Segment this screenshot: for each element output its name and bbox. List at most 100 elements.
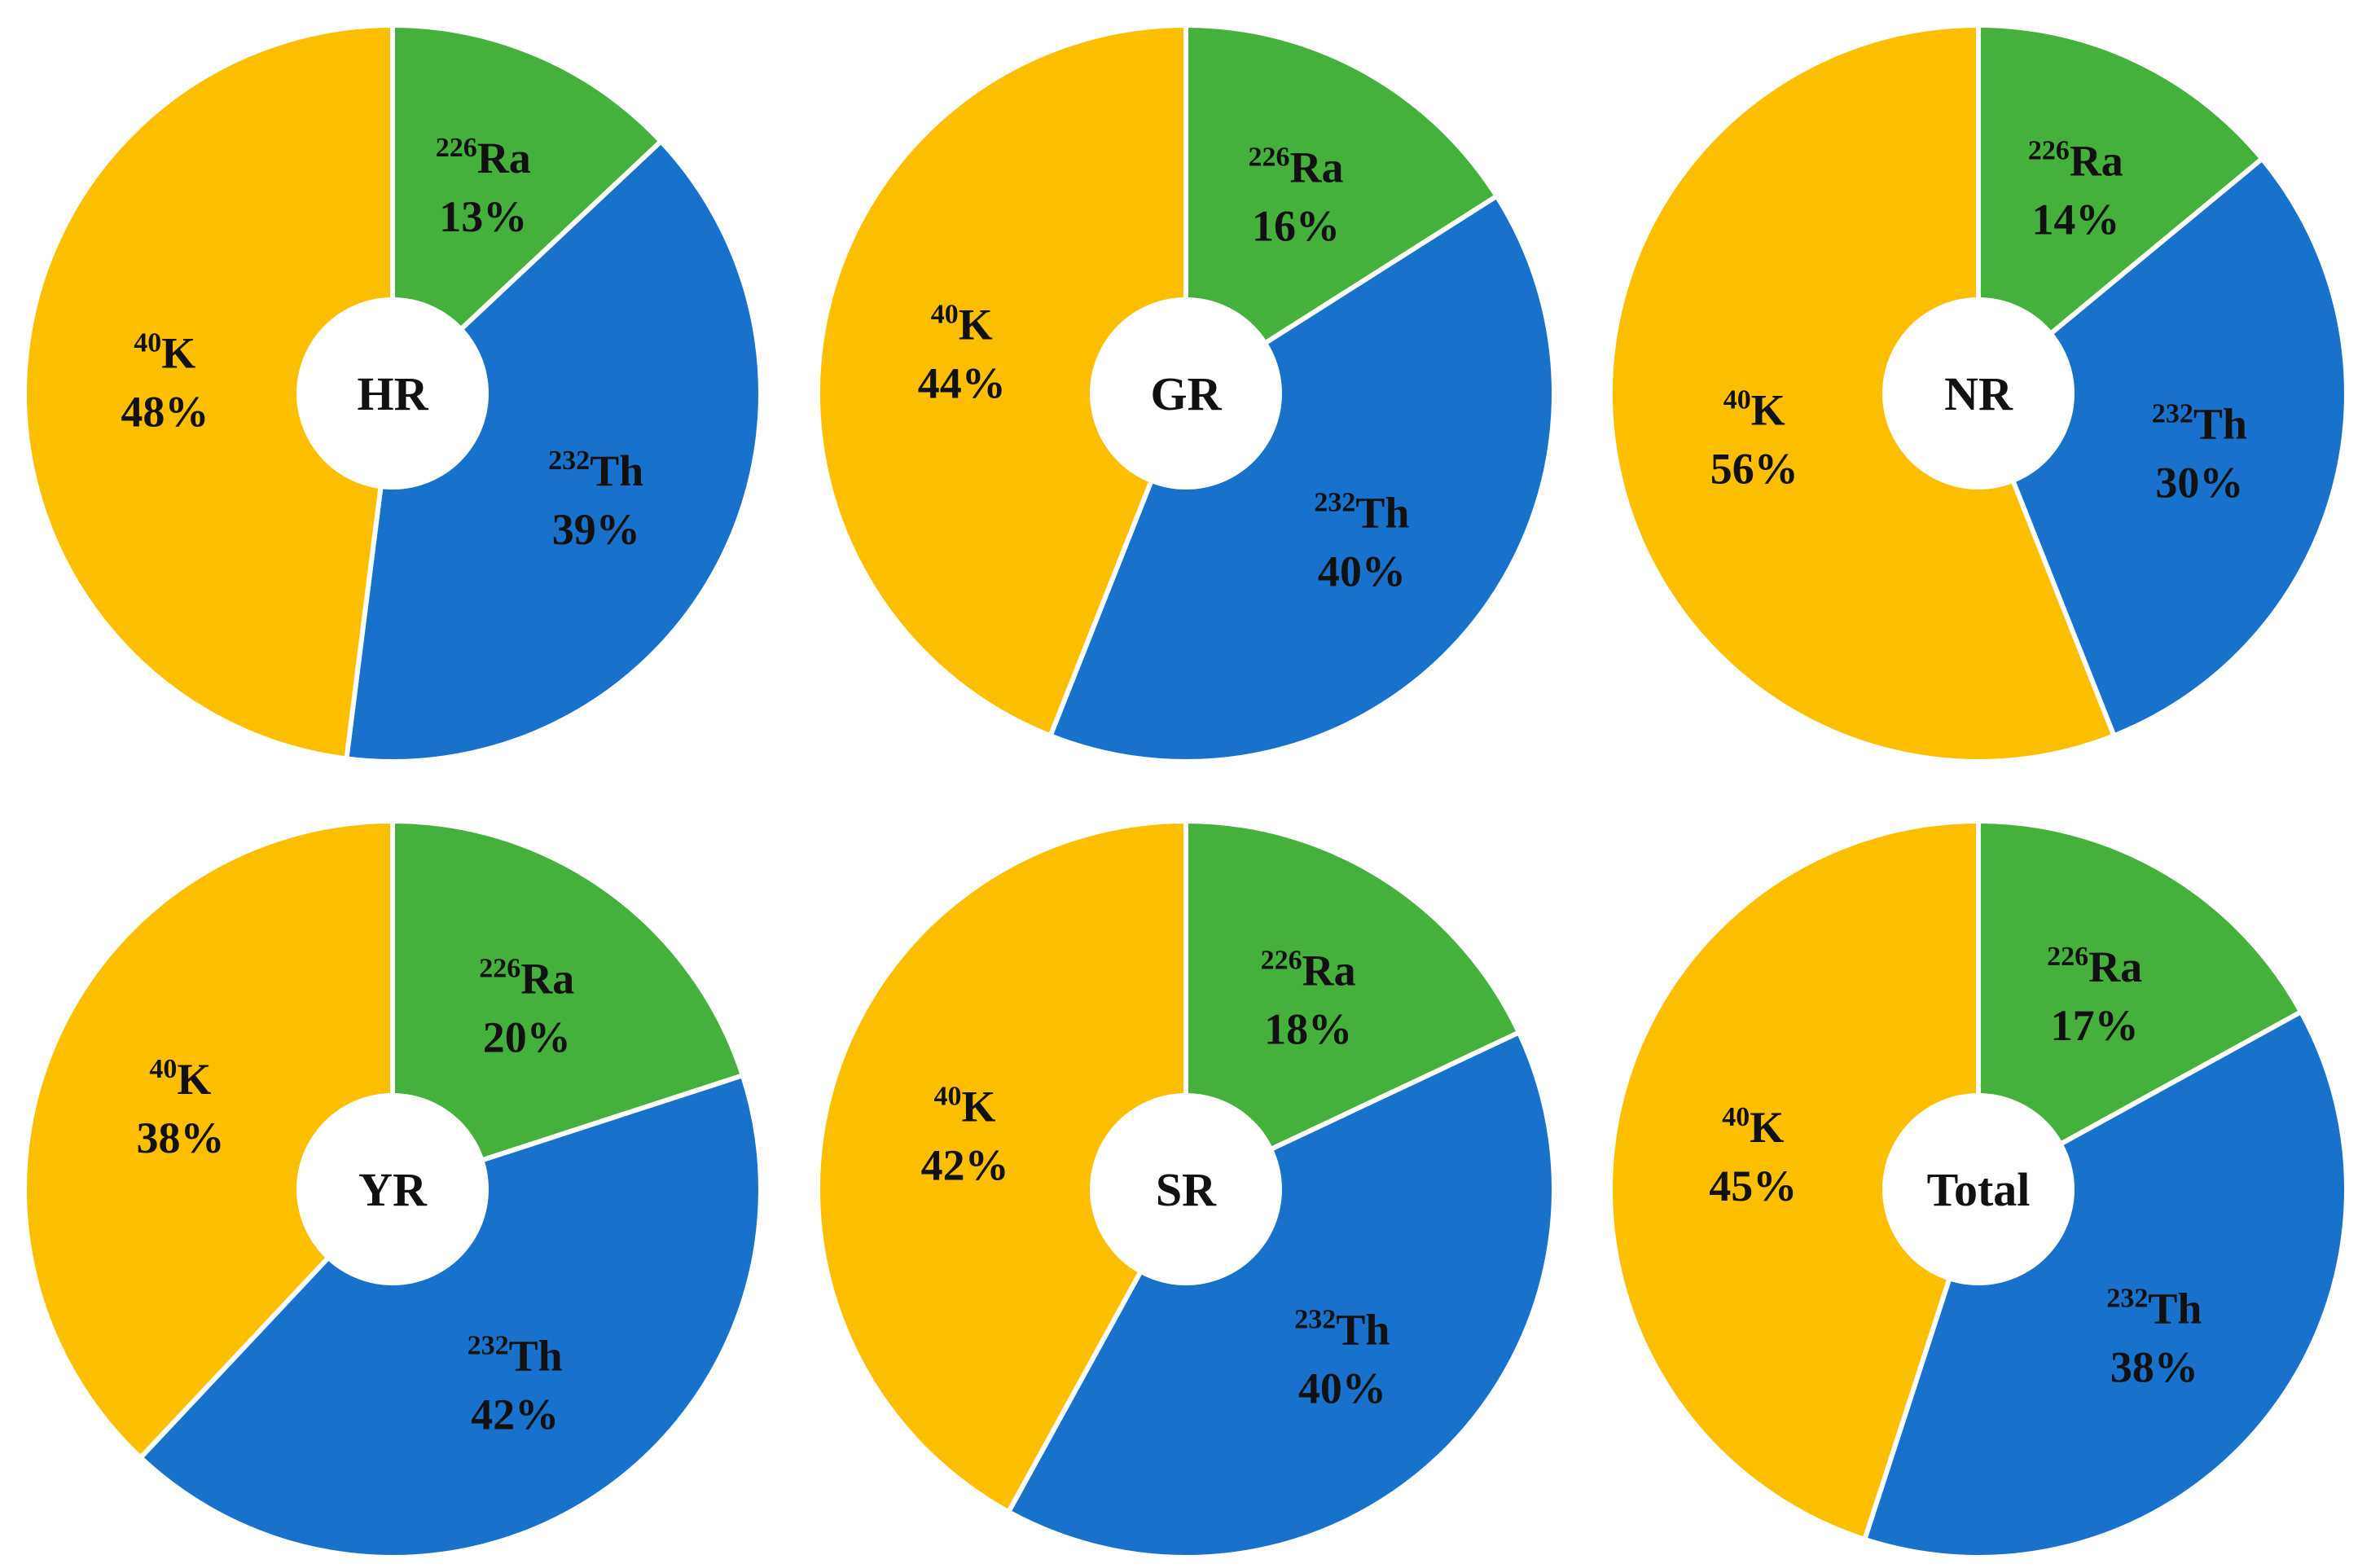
slice-label-nr-k: 40K — [1723, 385, 1785, 435]
slice-yr-ra — [390, 818, 746, 1193]
isotope-mass: 40 — [1722, 1102, 1750, 1132]
isotope-symbol: Th — [2193, 400, 2247, 449]
isotope-symbol: K — [1751, 386, 1785, 435]
slice-gr-k — [815, 22, 1188, 740]
slice-total-th — [1861, 1008, 2349, 1561]
isotope-mass: 232 — [1314, 488, 1355, 518]
pie-gr: 226Ra 16% 232Th 40% 40K 44% GR — [815, 22, 1557, 764]
pie-total: 226Ra 17% 232Th 38% 40K 45% Total — [1608, 818, 2349, 1561]
slice-percent-gr-k: 44% — [918, 358, 1006, 407]
slice-percent-hr-th: 39% — [552, 505, 640, 554]
center-label-nr: NR — [1944, 367, 2013, 420]
isotope-mass: 226 — [436, 133, 477, 163]
isotope-symbol: Ra — [1290, 143, 1344, 191]
slice-sr-k — [815, 818, 1188, 1516]
isotope-mass: 232 — [468, 1331, 509, 1361]
isotope-mass: 232 — [2106, 1284, 2148, 1314]
slice-percent-sr-th: 40% — [1298, 1364, 1386, 1412]
slice-yr-k — [22, 818, 395, 1461]
center-label-yr: YR — [358, 1163, 428, 1216]
pie-yr: 226Ra 20% 232Th 42% 40K 38% YR — [22, 818, 763, 1560]
slice-label-total-k: 40K — [1722, 1102, 1784, 1152]
slice-label-yr-th: 232Th — [468, 1331, 563, 1381]
isotope-symbol: Th — [590, 446, 643, 495]
slice-label-gr-ra: 226Ra — [1249, 142, 1344, 191]
center-label-hr: HR — [358, 367, 429, 420]
isotope-symbol: K — [1750, 1103, 1784, 1152]
isotope-mass: 226 — [2047, 942, 2088, 972]
isotope-mass: 226 — [1249, 142, 1290, 172]
slice-label-total-ra: 226Ra — [2047, 942, 2142, 991]
slice-percent-gr-ra: 16% — [1252, 201, 1340, 250]
isotope-symbol: Ra — [2070, 136, 2123, 185]
center-hole — [296, 297, 489, 490]
isotope-symbol: Ra — [1302, 946, 1356, 995]
slice-gr-th — [1047, 192, 1557, 764]
slice-label-hr-k: 40K — [134, 327, 195, 377]
center-hole — [1090, 297, 1282, 490]
center-label-total: Total — [1927, 1163, 2031, 1216]
slice-sr-ra — [1183, 818, 1522, 1193]
slice-label-sr-th: 232Th — [1294, 1304, 1390, 1354]
slice-percent-nr-th: 30% — [2155, 459, 2243, 507]
isotope-symbol: K — [161, 328, 195, 377]
pie-nr: 226Ra 14% 232Th 30% 40K 56% NR — [1608, 22, 2349, 764]
isotope-mass: 40 — [149, 1054, 177, 1084]
slice-yr-th — [137, 1072, 763, 1560]
isotope-symbol: K — [962, 1082, 996, 1131]
pie-hr: 226Ra 13% 232Th 39% 40K 48% HR — [22, 22, 763, 764]
isotope-symbol: Th — [2148, 1285, 2202, 1333]
slice-percent-sr-k: 42% — [921, 1140, 1009, 1189]
slice-label-gr-th: 232Th — [1314, 488, 1409, 538]
slice-percent-hr-ra: 13% — [439, 192, 527, 241]
slice-label-gr-k: 40K — [931, 299, 993, 349]
slice-label-nr-ra: 226Ra — [2028, 135, 2123, 185]
isotope-mass: 226 — [2028, 135, 2070, 165]
slice-percent-gr-th: 40% — [1318, 547, 1406, 596]
slice-label-total-th: 232Th — [2106, 1284, 2202, 1333]
isotope-mass: 40 — [934, 1081, 962, 1111]
slice-label-nr-th: 232Th — [2152, 399, 2247, 449]
slice-percent-hr-k: 48% — [121, 387, 209, 436]
slice-percent-yr-ra: 20% — [483, 1012, 571, 1061]
slice-hr-k — [22, 22, 395, 762]
slice-label-hr-ra: 226Ra — [436, 133, 531, 182]
slice-percent-total-k: 45% — [1709, 1162, 1797, 1210]
isotope-mass: 232 — [1294, 1304, 1336, 1334]
slice-percent-total-th: 38% — [2110, 1343, 2198, 1392]
isotope-mass: 226 — [479, 953, 520, 983]
center-hole — [296, 1093, 489, 1285]
slice-nr-k — [1608, 22, 2118, 764]
isotope-mass: 226 — [1261, 945, 1302, 975]
isotope-symbol: Th — [509, 1332, 563, 1381]
slice-sr-th — [1005, 1029, 1557, 1560]
slice-nr-th — [1975, 155, 2349, 740]
slice-percent-nr-ra: 14% — [2031, 195, 2119, 244]
isotope-mass: 40 — [1723, 385, 1751, 415]
isotope-symbol: Ra — [477, 134, 531, 182]
isotope-mass: 40 — [134, 327, 161, 358]
slice-label-yr-k: 40K — [149, 1054, 211, 1104]
isotope-symbol: Th — [1336, 1305, 1390, 1354]
slice-hr-th — [343, 138, 763, 764]
slice-total-ra — [1976, 818, 2305, 1194]
slice-label-hr-th: 232Th — [548, 446, 643, 495]
isotope-mass: 232 — [548, 446, 590, 476]
isotope-symbol: Ra — [520, 954, 574, 1003]
slice-percent-yr-k: 38% — [136, 1113, 224, 1162]
isotope-mass: 40 — [931, 299, 959, 329]
slice-percent-nr-k: 56% — [1710, 445, 1798, 494]
isotope-symbol: Th — [1355, 489, 1409, 538]
isotope-symbol: K — [177, 1055, 211, 1104]
slice-gr-ra — [1183, 22, 1500, 398]
pie-sr: 226Ra 18% 232Th 40% 40K 42% SR — [815, 818, 1557, 1560]
slice-total-k — [1608, 818, 1981, 1543]
center-hole — [1882, 297, 2075, 490]
slice-nr-ra — [1976, 22, 2266, 399]
slice-percent-sr-ra: 18% — [1264, 1004, 1352, 1053]
isotope-symbol: K — [959, 300, 993, 349]
center-label-gr: GR — [1151, 367, 1223, 420]
slice-percent-total-ra: 17% — [2051, 1001, 2139, 1050]
center-hole — [1882, 1093, 2075, 1285]
